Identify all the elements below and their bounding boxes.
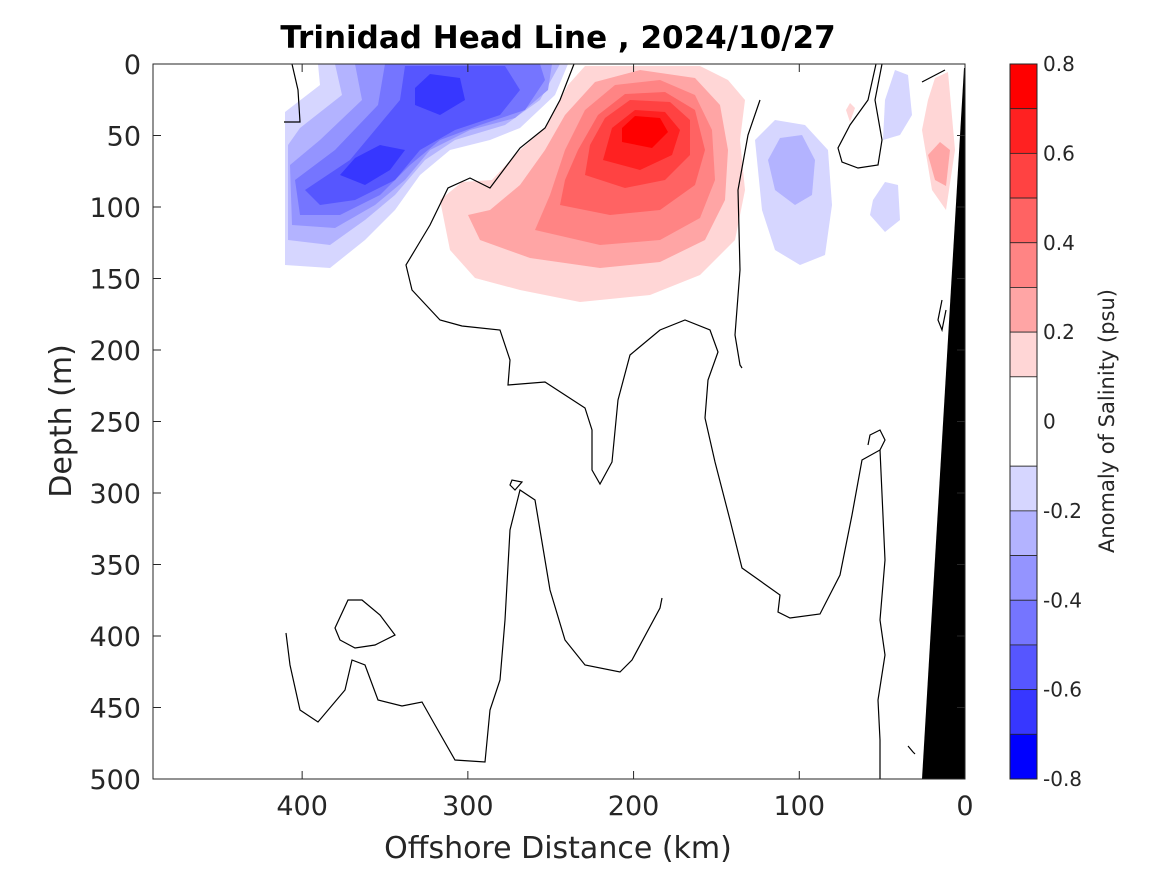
negative-anomaly-region [883, 70, 912, 140]
colorbar-tick-label: -0.4 [1043, 588, 1082, 612]
x-tick-label: 100 [774, 791, 826, 822]
colorbar-swatch [1009, 63, 1038, 110]
negative-anomaly-region [415, 74, 465, 115]
colorbar-tick-label: -0.2 [1043, 499, 1082, 523]
zero-contour-line [334, 599, 396, 649]
colorbar-tick-label: -0.6 [1043, 678, 1082, 702]
chart-title: Trinidad Head Line , 2024/10/27 [280, 20, 835, 56]
y-tick-label: 500 [89, 765, 141, 796]
zero-contour-line [734, 99, 761, 369]
colorbar-swatch [1009, 644, 1038, 691]
y-tick-label: 50 [107, 122, 141, 153]
zero-contour-line [937, 299, 947, 333]
positive-anomaly-region [846, 103, 855, 122]
zero-contour-line [907, 745, 916, 755]
y-tick-label: 400 [89, 622, 141, 653]
colorbar-swatch [1009, 108, 1038, 154]
y-tick-label: 350 [89, 551, 141, 582]
colorbar-ticks: 0.8 0.6 0.4 0.2 0 -0.2 -0.4 -0.6 -0.8 [1043, 52, 1082, 791]
colorbar-tick-label: 0.8 [1043, 52, 1075, 76]
colorbar-swatch [1009, 510, 1038, 556]
anomaly-fills [285, 64, 955, 302]
zero-contour-line [284, 63, 301, 123]
x-tick-label: 300 [442, 791, 494, 822]
zero-contour-line [509, 479, 524, 491]
y-tick-label: 450 [89, 694, 141, 725]
x-tick-label: 200 [608, 791, 660, 822]
y-tick-label: 0 [124, 50, 141, 81]
colorbar [1009, 63, 1038, 780]
y-tick-label: 200 [89, 336, 141, 367]
positive-anomaly-region [928, 142, 950, 186]
colorbar-swatch [1009, 287, 1038, 333]
colorbar-swatch [1009, 197, 1038, 244]
negative-anomaly-region [870, 182, 900, 232]
zero-anomaly-contours [284, 63, 947, 779]
zero-contour-line [837, 63, 883, 169]
zero-contour-line [285, 489, 663, 763]
colorbar-tick-label: 0.4 [1043, 231, 1075, 255]
zero-contour-line [877, 449, 886, 779]
colorbar-swatch [1009, 599, 1038, 646]
y-tick-label: 150 [89, 265, 141, 296]
colorbar-label: Anomaly of Salinity (psu) [1095, 289, 1119, 553]
colorbar-tick-label: 0.2 [1043, 320, 1075, 344]
y-tick-label: 100 [89, 193, 141, 224]
colorbar-swatch [1009, 152, 1038, 199]
negative-anomaly-region [768, 135, 815, 205]
colorbar-swatch [1009, 689, 1038, 735]
y-tick-label: 300 [89, 479, 141, 510]
colorbar-swatch [1009, 242, 1038, 288]
zero-contour-line [921, 69, 946, 83]
y-axis-label: Depth (m) [44, 344, 79, 498]
colorbar-swatch [1009, 555, 1038, 601]
x-tick-label: 400 [276, 791, 328, 822]
colorbar-tick-label: 0.6 [1043, 141, 1075, 165]
x-axis-label: Offshore Distance (km) [384, 831, 732, 866]
colorbar-frame [1009, 63, 1038, 780]
zero-contour-line [405, 63, 886, 619]
y-tick-label: 250 [89, 408, 141, 439]
x-axis-ticks: 400 300 200 100 0 [276, 64, 974, 822]
negative-anomaly-region [340, 145, 405, 185]
colorbar-swatch [1009, 376, 1038, 467]
colorbar-tick-label: 0 [1043, 410, 1056, 434]
positive-anomaly-region [622, 116, 668, 148]
seafloor-bathymetry [922, 68, 965, 779]
colorbar-swatch [1009, 331, 1038, 378]
y-axis-ticks: 0 50 100 150 200 250 300 350 400 450 500 [89, 50, 965, 796]
colorbar-swatch [1009, 733, 1038, 780]
plot-area [152, 63, 966, 780]
x-tick-label: 0 [956, 791, 973, 822]
colorbar-tick-label: -0.8 [1043, 767, 1082, 791]
colorbar-swatch [1009, 465, 1038, 512]
